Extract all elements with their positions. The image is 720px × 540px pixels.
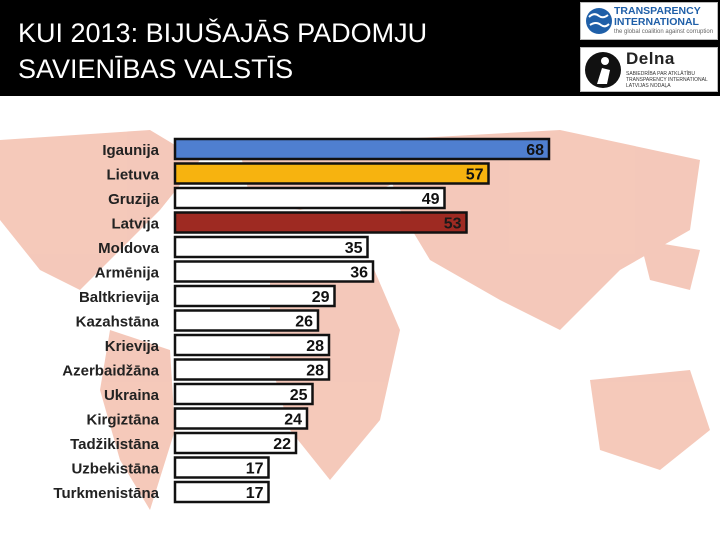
delna-figure-icon [585,52,621,88]
category-label: Ukraina [104,387,160,404]
slide-header: KUI 2013: BIJUŠAJĀS PADOMJU SAVIENĪBAS V… [0,0,720,96]
category-label: Azerbaidžāna [62,363,159,380]
value-label: 17 [246,461,264,478]
value-label: 24 [284,412,302,429]
transparency-international-logo: TRANSPARENCY INTERNATIONAL the global co… [580,2,718,40]
category-label: Baltkrievija [79,289,160,306]
title-line-1: KUI 2013: BIJUŠAJĀS PADOMJU [18,18,428,48]
category-label: Turkmenistāna [53,485,159,502]
category-label: Uzbekistāna [71,461,159,478]
bar-igaunija [173,137,551,161]
bar-kazahstāna [173,309,320,332]
ti-name: TRANSPARENCY INTERNATIONAL [614,5,717,28]
category-label: Armēnija [95,265,160,282]
category-label: Igaunija [102,142,159,159]
value-label: 53 [444,216,462,233]
value-label: 22 [273,436,291,453]
bar-azerbaidžāna [173,358,331,381]
value-label: 57 [466,167,484,184]
category-label: Kazahstāna [76,314,160,331]
bar-krievija [173,333,331,357]
bar-uzbekistāna [173,456,270,479]
category-label: Krievija [105,338,160,355]
bar-lietuva [173,162,490,185]
bar-gruzija [173,186,446,210]
delna-name: Delna [626,49,675,68]
category-label: Lietuva [106,167,159,184]
value-label: 35 [345,240,363,257]
delna-subtitle-line-3: LATVIJAS NODAĻA [626,83,671,89]
category-label: Tadžikistāna [70,436,160,453]
bar-baltkrievija [173,284,336,308]
bar-ukraina [173,382,314,406]
bar-tadžikistāna [173,431,298,455]
category-label: Latvija [111,216,159,233]
globe-icon [586,8,612,34]
category-label: Gruzija [108,191,160,208]
bar-armēnija [173,260,375,283]
ti-name-line-2: INTERNATIONAL [614,16,699,28]
value-label: 49 [422,191,440,208]
value-label: 36 [350,265,368,282]
title-line-2: SAVIENĪBAS VALSTĪS [18,54,294,84]
bar-turkmenistāna [173,480,270,504]
bar-latvija [173,211,468,234]
value-label: 28 [306,338,324,355]
ti-name-line-1: TRANSPARENCY [614,5,701,17]
bar-moldova [173,235,369,259]
value-label: 26 [295,314,313,331]
delna-logo: Delna SABIEDRĪBA PAR ATKLĀTĪBU TRANSPARE… [580,47,718,92]
delna-subtitle: SABIEDRĪBA PAR ATKLĀTĪBU TRANSPARENCY IN… [626,71,716,89]
category-label: Kirgiztāna [86,412,159,429]
value-label: 68 [526,142,544,159]
bar-kirgiztāna [173,407,309,430]
delna-subtitle-line-2: TRANSPARENCY INTERNATIONAL [626,77,708,83]
delna-subtitle-line-1: SABIEDRĪBA PAR ATKLĀTĪBU [626,71,696,77]
category-label: Moldova [98,240,159,257]
ti-tagline: the global coalition against corruption [614,29,714,35]
value-label: 28 [306,363,324,380]
value-label: 29 [312,289,330,306]
value-label: 25 [290,387,308,404]
value-label: 17 [246,485,264,502]
slide-title: KUI 2013: BIJUŠAJĀS PADOMJU SAVIENĪBAS V… [18,15,578,87]
